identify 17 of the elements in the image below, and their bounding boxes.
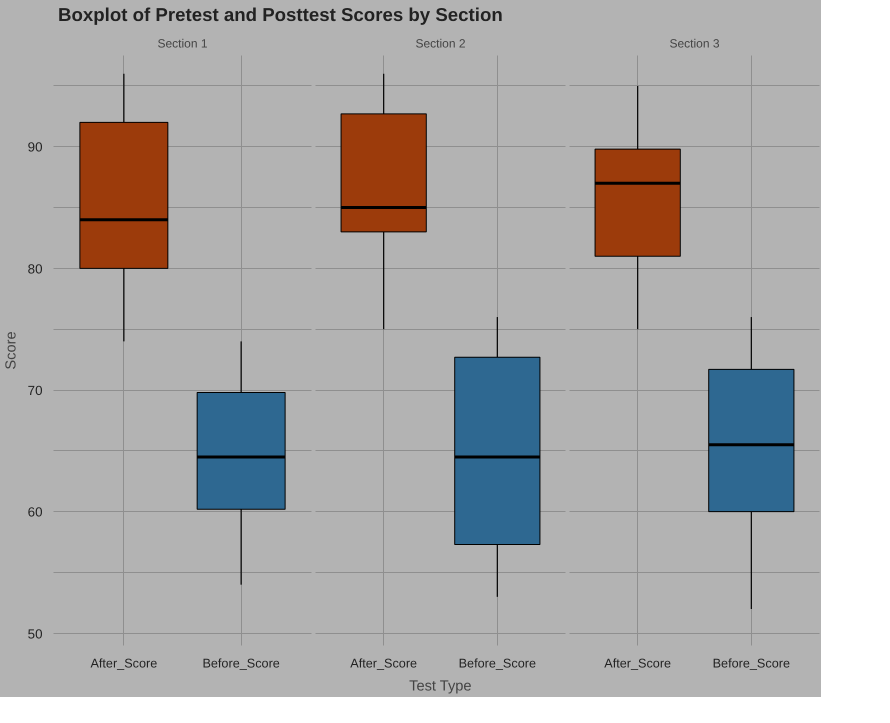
chart-subtitle: Section 1 bbox=[157, 36, 208, 50]
y-tick-label: 80 bbox=[28, 261, 43, 276]
x-tick-label: After_Score bbox=[350, 656, 418, 670]
y-tick-label: 50 bbox=[28, 626, 43, 642]
x-tick-label: After_Score bbox=[90, 656, 158, 670]
chart-title: Section 2 bbox=[415, 36, 466, 50]
x-tick-label: Before_Score bbox=[458, 656, 536, 670]
chart-title: Section 3 bbox=[669, 36, 720, 50]
x-tick-label: After_Score bbox=[604, 656, 672, 670]
x-tick-label: Before_Score bbox=[712, 656, 790, 670]
y-tick-label: 90 bbox=[28, 139, 43, 154]
y-tick-label: 70 bbox=[28, 382, 43, 398]
x-tick-label: Before_Score bbox=[202, 656, 280, 670]
x-axis-title: Test Type bbox=[409, 678, 472, 694]
y-axis-title: Score bbox=[4, 331, 20, 370]
y-tick-label: 60 bbox=[28, 504, 43, 520]
chart-title: Boxplot of Pretest and Posttest Scores by Section bbox=[58, 3, 503, 27]
